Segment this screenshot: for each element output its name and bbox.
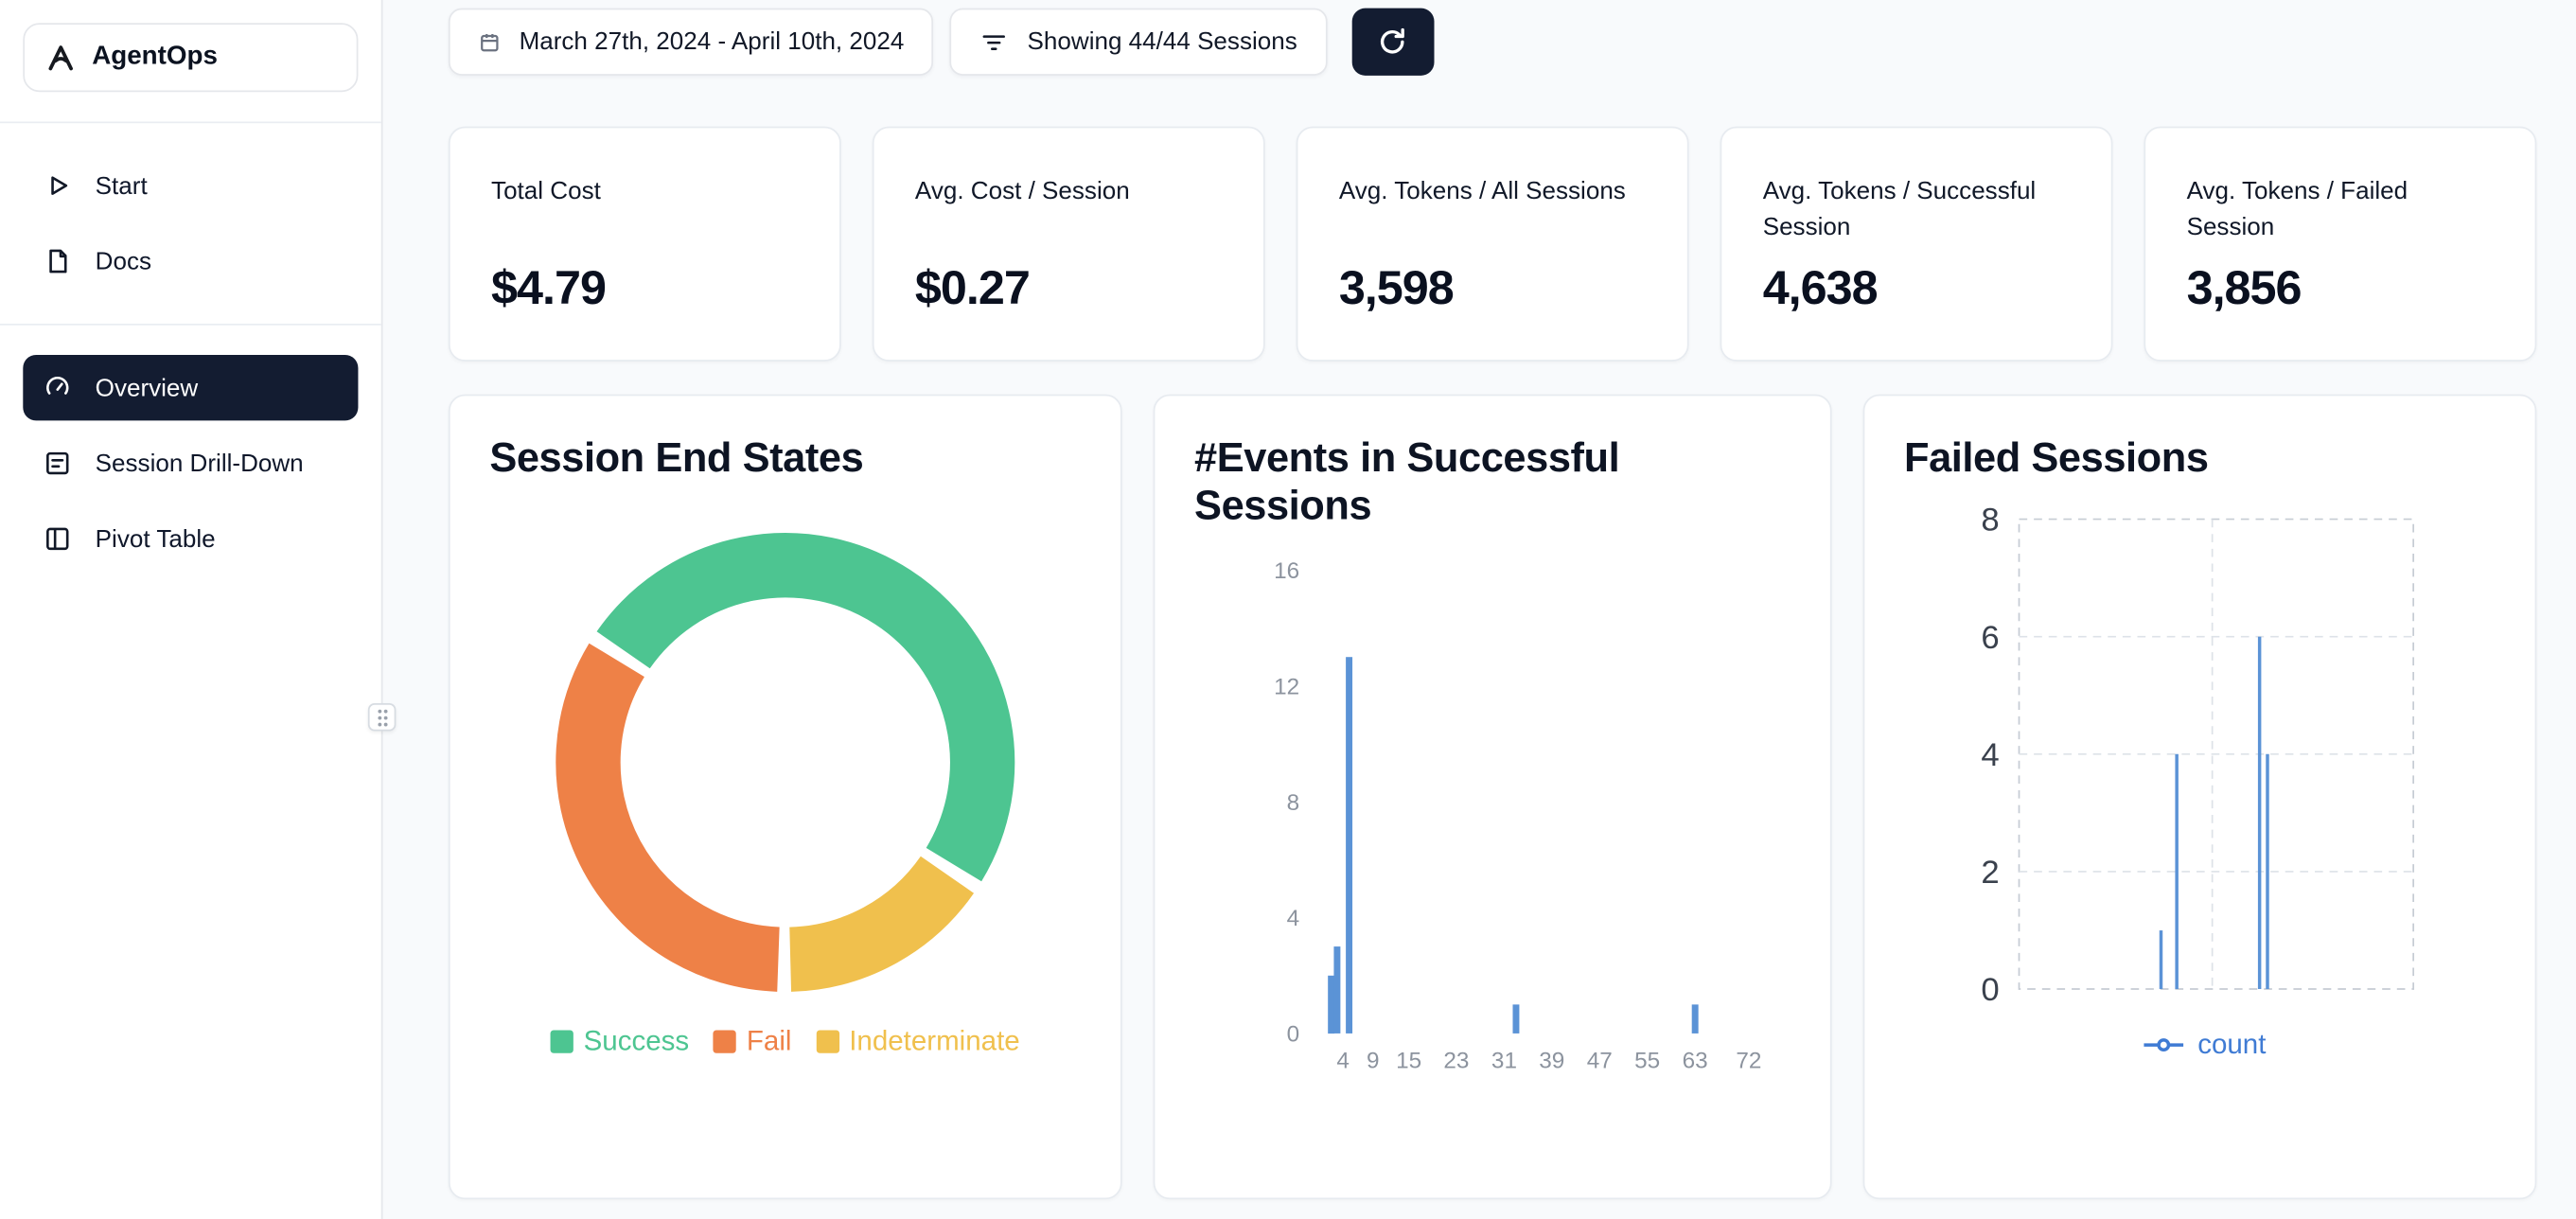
stat-card-avg-cost: Avg. Cost / Session $0.27 xyxy=(872,126,1265,362)
svg-text:4: 4 xyxy=(1981,737,1999,773)
sidebar-nav-main: Overview Session Drill-Down Pivot Table xyxy=(23,354,359,572)
svg-text:16: 16 xyxy=(1274,557,1299,583)
donut-legend: Success Fail Indeterminate xyxy=(489,1025,1081,1058)
session-end-states-donut-chart xyxy=(556,532,1015,992)
events-histogram-card: #Events in Successful Sessions 0 4 8 12 16 4 9… xyxy=(1153,394,1832,1200)
gauge-icon xyxy=(41,373,74,402)
pivot-table-icon xyxy=(41,524,74,554)
fail-swatch xyxy=(714,1030,737,1053)
svg-text:6: 6 xyxy=(1981,619,1999,655)
legend-label: count xyxy=(2197,1028,2267,1060)
agentops-logo[interactable]: AgentOps xyxy=(23,23,359,93)
play-icon xyxy=(41,171,74,201)
svg-text:4: 4 xyxy=(1287,905,1300,930)
stat-label: Avg. Cost / Session xyxy=(914,177,1130,205)
sidebar-item-session-drill-down[interactable]: Session Drill-Down xyxy=(23,431,358,496)
svg-text:72: 72 xyxy=(1736,1048,1761,1073)
chart-title: Failed Sessions xyxy=(1903,435,2209,482)
stat-value: 3,856 xyxy=(2186,262,2303,316)
svg-text:8: 8 xyxy=(1287,789,1300,815)
nav-label: Docs xyxy=(95,247,152,275)
sidebar-divider xyxy=(0,121,381,124)
topbar: March 27th, 2024 - April 10th, 2024 Show… xyxy=(448,8,2536,76)
svg-text:39: 39 xyxy=(1539,1048,1564,1073)
chart-title: Session End States xyxy=(489,435,864,482)
count-legend[interactable]: count xyxy=(1904,1028,2504,1061)
svg-text:55: 55 xyxy=(1634,1048,1660,1073)
stat-label: Total Cost xyxy=(491,177,601,205)
success-swatch xyxy=(550,1030,574,1053)
svg-text:9: 9 xyxy=(1367,1048,1380,1073)
stat-label: Avg. Tokens / Failed Session xyxy=(2186,177,2408,242)
svg-text:12: 12 xyxy=(1274,674,1299,699)
nav-label: Overview xyxy=(95,373,199,402)
agentops-logo-icon xyxy=(44,41,78,75)
svg-text:63: 63 xyxy=(1683,1048,1708,1073)
refresh-icon xyxy=(1375,25,1409,59)
svg-text:31: 31 xyxy=(1491,1048,1517,1073)
legend-item-success[interactable]: Success xyxy=(550,1024,690,1058)
stat-card-avg-tokens-successful: Avg. Tokens / Successful Session 4,638 xyxy=(1720,126,2113,362)
sidebar-item-start[interactable]: Start xyxy=(23,152,358,218)
legend-label: Fail xyxy=(746,1024,792,1056)
svg-text:15: 15 xyxy=(1396,1048,1421,1073)
legend-item-fail[interactable]: Fail xyxy=(714,1025,791,1058)
legend-item-indeterminate[interactable]: Indeterminate xyxy=(816,1024,1020,1058)
failed-sessions-chart: 0 2 4 6 8 xyxy=(1981,502,2415,1008)
stat-value: 4,638 xyxy=(1762,262,1879,316)
docs-icon xyxy=(41,246,74,275)
count-line-marker-icon xyxy=(2142,1036,2184,1052)
nav-label: Pivot Table xyxy=(95,524,216,554)
charts-row: Session End States Success Fail Indeterm… xyxy=(448,394,2537,1200)
stat-label: Avg. Tokens / All Sessions xyxy=(1338,177,1626,205)
filter-icon xyxy=(979,27,1009,57)
svg-text:0: 0 xyxy=(1981,972,1999,1008)
refresh-button[interactable] xyxy=(1351,8,1434,76)
stat-label: Avg. Tokens / Successful Session xyxy=(1762,177,2037,242)
sidebar-item-overview[interactable]: Overview xyxy=(23,354,359,421)
stat-value: 3,598 xyxy=(1338,262,1455,316)
sidebar-item-docs[interactable]: Docs xyxy=(23,228,358,293)
failed-sessions-card: Failed Sessions 0 2 4 6 8 count xyxy=(1862,394,2537,1200)
svg-text:4: 4 xyxy=(1336,1048,1350,1073)
stat-value: $0.27 xyxy=(914,262,1031,316)
stat-value: $4.79 xyxy=(491,262,607,316)
svg-text:2: 2 xyxy=(1981,855,1999,891)
svg-text:23: 23 xyxy=(1443,1048,1469,1073)
sidebar-item-pivot-table[interactable]: Pivot Table xyxy=(23,506,358,572)
legend-label: Indeterminate xyxy=(849,1024,1020,1056)
indeterminate-swatch xyxy=(816,1030,839,1053)
stat-card-avg-tokens-all: Avg. Tokens / All Sessions 3,598 xyxy=(1296,126,1689,362)
chart-title: #Events in Successful Sessions xyxy=(1194,435,1620,529)
sidebar-resize-handle[interactable] xyxy=(367,702,397,732)
date-range-button[interactable]: March 27th, 2024 - April 10th, 2024 xyxy=(448,8,934,76)
sidebar-divider xyxy=(0,323,381,326)
nav-label: Start xyxy=(95,171,148,200)
svg-text:0: 0 xyxy=(1287,1021,1300,1047)
sidebar-nav-top: Start Docs xyxy=(23,152,358,293)
drilldown-icon xyxy=(41,449,74,478)
stats-row: Total Cost $4.79 Avg. Cost / Session $0.… xyxy=(448,126,2537,362)
main-content: March 27th, 2024 - April 10th, 2024 Show… xyxy=(382,0,2576,1219)
session-filter-label: Showing 44/44 Sessions xyxy=(1027,27,1297,57)
nav-label: Session Drill-Down xyxy=(95,449,304,478)
drag-handle-icon xyxy=(376,707,389,727)
sidebar: AgentOps Start Docs xyxy=(0,0,397,1219)
svg-text:47: 47 xyxy=(1587,1048,1613,1073)
calendar-icon xyxy=(478,30,501,53)
session-end-states-card: Session End States Success Fail Indeterm… xyxy=(448,394,1122,1200)
legend-label: Success xyxy=(583,1024,690,1056)
date-range-label: March 27th, 2024 - April 10th, 2024 xyxy=(519,27,905,57)
session-filter-button[interactable]: Showing 44/44 Sessions xyxy=(949,8,1327,76)
stat-card-total-cost: Total Cost $4.79 xyxy=(448,126,841,362)
logo-text: AgentOps xyxy=(92,43,218,71)
stat-card-avg-tokens-failed: Avg. Tokens / Failed Session 3,856 xyxy=(2144,126,2537,362)
svg-text:8: 8 xyxy=(1981,502,1999,538)
